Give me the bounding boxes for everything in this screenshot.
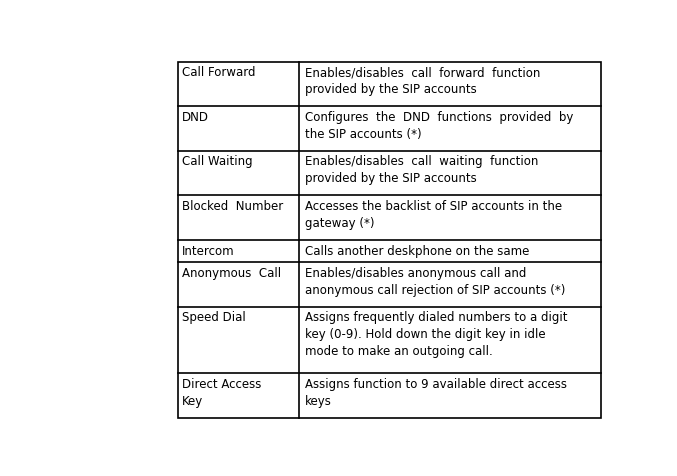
Text: Enables/disables anonymous call and
anonymous call rejection of SIP accounts (*): Enables/disables anonymous call and anon… (305, 266, 565, 296)
Text: Call Forward: Call Forward (182, 66, 256, 79)
Text: Speed Dial: Speed Dial (182, 311, 246, 324)
Text: Intercom: Intercom (182, 244, 235, 257)
Text: Direct Access
Key: Direct Access Key (182, 377, 261, 407)
Text: Enables/disables  call  forward  function
provided by the SIP accounts: Enables/disables call forward function p… (305, 66, 540, 96)
Text: Call Waiting: Call Waiting (182, 155, 253, 168)
Text: Calls another deskphone on the same: Calls another deskphone on the same (305, 244, 529, 257)
Bar (178, 63, 601, 418)
Text: Blocked  Number: Blocked Number (182, 199, 284, 213)
Text: Anonymous  Call: Anonymous Call (182, 266, 282, 279)
Text: Enables/disables  call  waiting  function
provided by the SIP accounts: Enables/disables call waiting function p… (305, 155, 538, 185)
Text: Assigns frequently dialed numbers to a digit
key (0-9). Hold down the digit key : Assigns frequently dialed numbers to a d… (305, 311, 567, 357)
Text: Assigns function to 9 available direct access
keys: Assigns function to 9 available direct a… (305, 377, 567, 407)
Text: DND: DND (182, 111, 209, 124)
Text: Accesses the backlist of SIP accounts in the
gateway (*): Accesses the backlist of SIP accounts in… (305, 199, 562, 229)
Text: Configures  the  DND  functions  provided  by
the SIP accounts (*): Configures the DND functions provided by… (305, 111, 573, 141)
